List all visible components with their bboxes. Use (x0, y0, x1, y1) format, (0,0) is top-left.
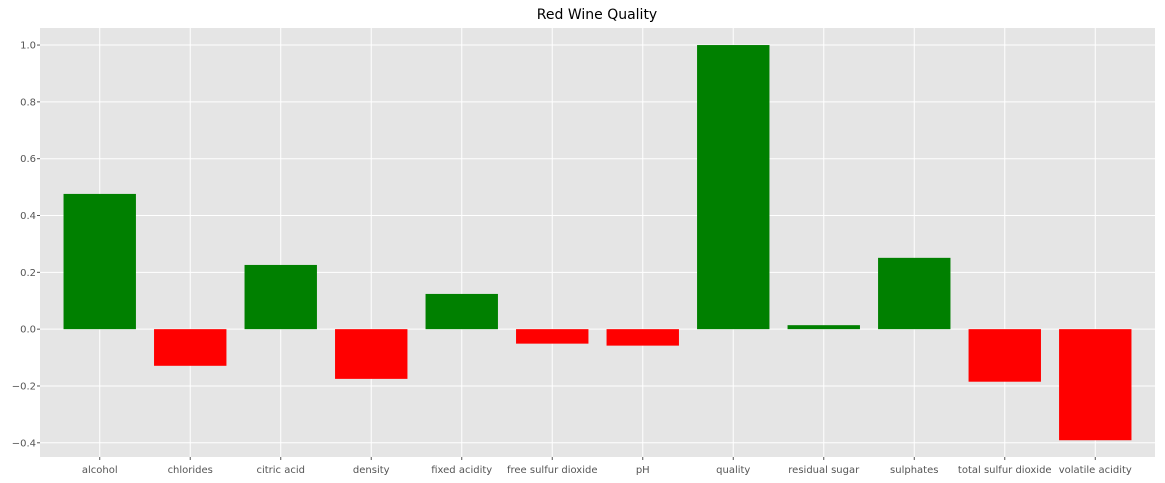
x-tick-label: sulphates (890, 465, 938, 476)
bar-volatile-acidity (1059, 329, 1132, 441)
plot-background (40, 28, 1155, 457)
bar-free-sulfur-dioxide (516, 329, 589, 344)
bar-total-sulfur-dioxide (968, 329, 1041, 382)
y-tick-label: −0.2 (12, 381, 36, 392)
x-tick-label: density (353, 465, 390, 476)
y-tick-label: 0.0 (20, 325, 36, 336)
y-tick-label: −0.4 (12, 438, 36, 449)
bar-alcohol (63, 193, 136, 330)
x-tick-label: citric acid (256, 465, 305, 476)
x-tick-label: volatile acidity (1059, 465, 1132, 476)
x-tick-label: residual sugar (788, 465, 860, 476)
chart-title: Red Wine Quality (537, 7, 657, 23)
x-tick-label: fixed acidity (431, 465, 492, 476)
y-tick-label: 0.6 (20, 154, 36, 165)
bar-fixed-acidity (425, 293, 498, 330)
x-tick-label: free sulfur dioxide (507, 465, 598, 476)
bar-quality (697, 45, 770, 330)
y-tick-label: 1.0 (20, 41, 36, 52)
x-tick-label: total sulfur dioxide (958, 465, 1052, 476)
bar-residual-sugar (787, 325, 860, 330)
x-tick-label: alcohol (82, 465, 118, 476)
plot-area: −0.4 −0.2 0.0 0.2 0.4 0.6 0.8 1.0 alcohol chlorid… (12, 28, 1155, 476)
y-tick-label: 0.2 (20, 268, 36, 279)
bar-ph (606, 329, 679, 346)
x-tick-label: pH (636, 465, 650, 476)
y-tick-label: 0.4 (20, 211, 36, 222)
bar-sulphates (878, 257, 951, 330)
bar-chlorides (154, 329, 227, 366)
y-tick-label: 0.8 (20, 97, 36, 108)
bar-citric-acid (244, 264, 317, 330)
bar-density (335, 329, 408, 379)
x-tick-label: quality (716, 465, 750, 476)
x-tick-label: chlorides (168, 465, 213, 476)
